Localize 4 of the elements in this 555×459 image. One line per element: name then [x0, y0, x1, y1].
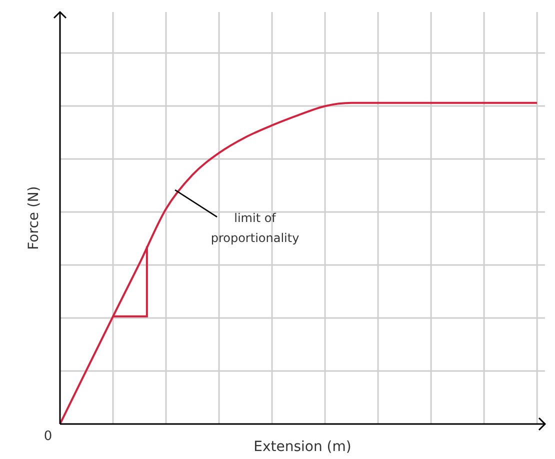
y-axis-title: Force (N)	[26, 186, 42, 250]
annotation: limit of proportionality	[210, 210, 300, 247]
text: 0	[44, 429, 52, 444]
x-axis-title: Extension (m)	[254, 439, 352, 455]
